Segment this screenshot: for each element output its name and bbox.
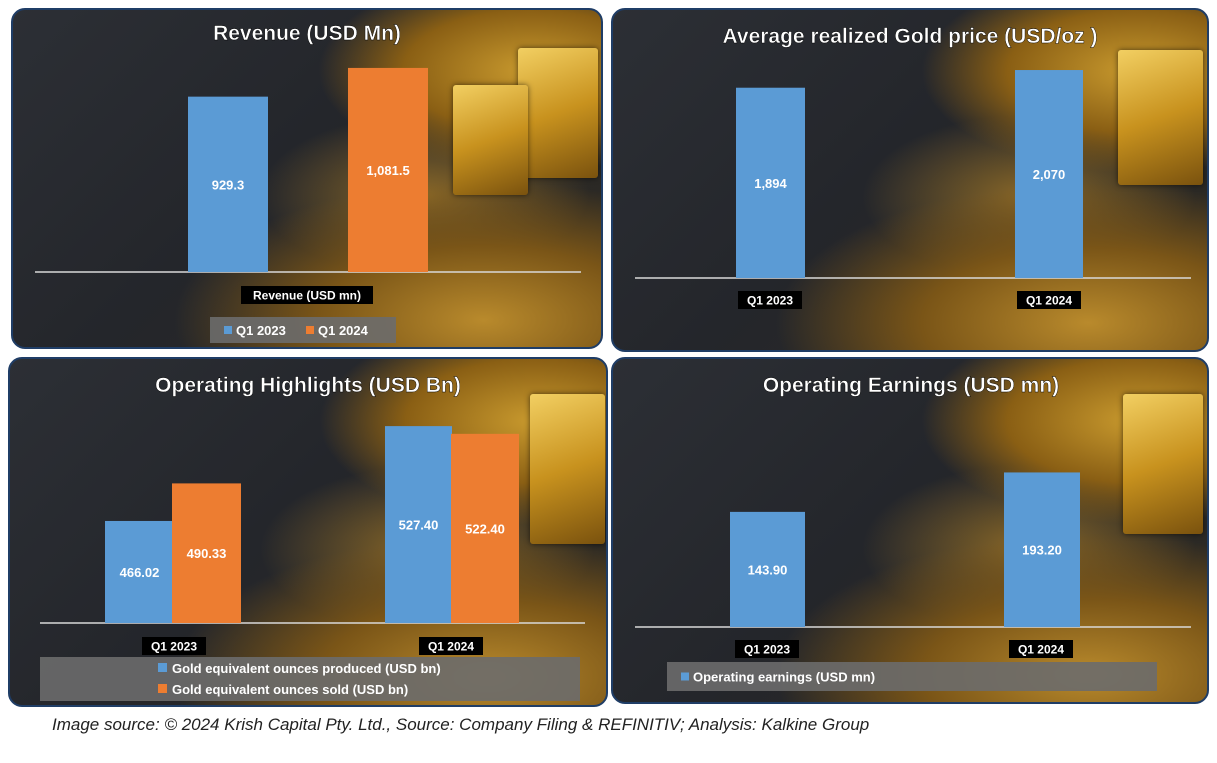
- data-label: 1,894: [754, 176, 787, 191]
- category-label-bg: [735, 640, 799, 658]
- gold-price-chart: Average realized Gold price (USD/oz ) 1,8…: [635, 25, 1191, 309]
- bar-q1-2023-s0: [105, 520, 174, 623]
- bar-q1-2024-s0: [385, 426, 452, 623]
- revenue-chart-panel: Revenue (USD Mn) 929.3 1,081.5 Revenue (USD…: [11, 8, 603, 349]
- operating-earnings-chart: Operating Earnings (USD mn) 143.90 193.20 Q…: [635, 374, 1191, 691]
- category-label-bg: [738, 291, 802, 309]
- legend-swatch: [224, 326, 232, 334]
- category-label: Revenue (USD mn): [253, 288, 361, 302]
- legend-swatch: [158, 663, 167, 672]
- legend-label: Operating earnings (USD mn): [693, 670, 875, 685]
- chart-title: Average realized Gold price (USD/oz ): [723, 25, 1098, 48]
- data-label: 2,070: [1033, 167, 1066, 182]
- bar-q1-2023: [188, 96, 268, 272]
- legend-swatch: [681, 672, 689, 681]
- data-label: 1,081.5: [366, 163, 409, 178]
- legend-swatch: [306, 326, 314, 334]
- category-label-bg: [142, 637, 206, 655]
- category-label: Q1 2024: [1026, 293, 1072, 307]
- bar-q1-2024-s1: [451, 433, 519, 623]
- category-label: Q1 2023: [747, 293, 793, 307]
- gold-bar-decoration: [1118, 50, 1203, 185]
- legend-box: [40, 657, 580, 701]
- data-label: 929.3: [212, 177, 245, 192]
- category-label: Q1 2023: [151, 639, 197, 653]
- chart-title: Operating Highlights (USD Bn): [155, 374, 461, 397]
- legend-swatch: [158, 684, 167, 693]
- bar-q1-2024-s0: [1015, 70, 1083, 279]
- gold-bar-decoration: [518, 48, 598, 178]
- image-source-caption: Image source: © 2024 Krish Capital Pty. …: [52, 715, 870, 734]
- category-label-bg: [1009, 640, 1073, 658]
- bar-q1-2023-s0: [730, 511, 805, 627]
- bar-q1-2024: [348, 67, 428, 272]
- data-label: 193.20: [1022, 543, 1062, 558]
- gold-price-chart-panel: Average realized Gold price (USD/oz ) 1,8…: [611, 8, 1209, 352]
- gold-bar-decoration: [1123, 394, 1203, 534]
- revenue-chart: Revenue (USD Mn) 929.3 1,081.5 Revenue (USD…: [35, 22, 581, 343]
- chart-title: Operating Earnings (USD mn): [763, 374, 1059, 397]
- bar-q1-2024-s0: [1004, 472, 1080, 627]
- category-label: Q1 2024: [428, 639, 474, 653]
- chart-title: Revenue (USD Mn): [213, 22, 401, 45]
- bar-q1-2023-s0: [736, 87, 805, 278]
- legend-box: [210, 317, 396, 343]
- operating-highlights-chart-panel: Operating Highlights (USD Bn) 466.02 490.3…: [8, 357, 608, 707]
- data-label: 522.40: [465, 521, 505, 536]
- gold-bar-decoration: [530, 394, 605, 544]
- bar-q1-2023-s1: [172, 483, 241, 623]
- category-label: Q1 2024: [1018, 642, 1064, 656]
- legend-box: [667, 662, 1157, 691]
- data-label: 490.33: [187, 546, 227, 561]
- category-label-bg: [1017, 291, 1081, 309]
- data-label: 466.02: [120, 565, 160, 580]
- legend-label: Gold equivalent ounces sold (USD bn): [172, 682, 408, 697]
- legend-label: Gold equivalent ounces produced (USD bn): [172, 661, 441, 676]
- gold-bar-decoration: [453, 85, 528, 195]
- legend-label: Q1 2023: [236, 323, 286, 338]
- data-label: 143.90: [748, 562, 788, 577]
- data-label: 527.40: [399, 518, 439, 533]
- category-label-bg: [419, 637, 483, 655]
- operating-highlights-chart: Operating Highlights (USD Bn) 466.02 490.3…: [40, 374, 585, 701]
- category-label: Q1 2023: [744, 642, 790, 656]
- category-label-bg: [241, 286, 373, 304]
- operating-earnings-chart-panel: Operating Earnings (USD mn) 143.90 193.20 Q…: [611, 357, 1209, 704]
- legend-label: Q1 2024: [318, 323, 369, 338]
